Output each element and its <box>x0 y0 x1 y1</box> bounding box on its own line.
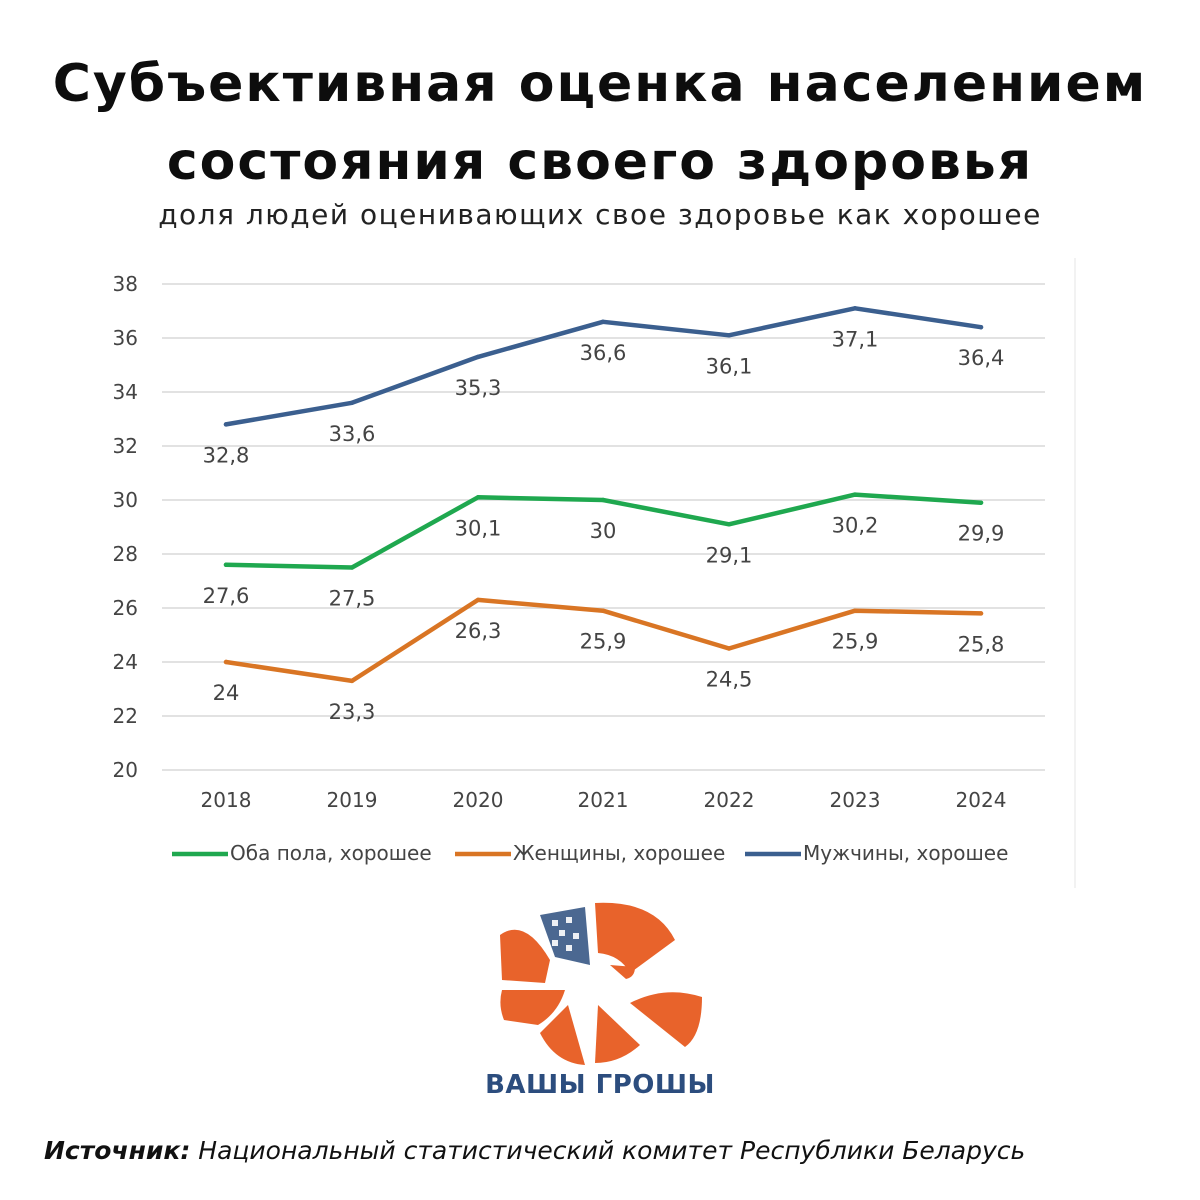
data-point <box>349 400 355 405</box>
x-tick-label: 2024 <box>956 788 1007 812</box>
data-label: 33,6 <box>329 422 376 446</box>
data-label: 37,1 <box>832 327 879 351</box>
data-point <box>852 306 858 311</box>
data-point <box>978 500 984 505</box>
y-tick-label: 24 <box>113 650 138 674</box>
data-label: 23,3 <box>329 700 376 724</box>
data-label: 36,6 <box>580 341 627 365</box>
y-tick-label: 36 <box>113 326 138 350</box>
series-line <box>223 306 984 427</box>
chart-subtitle: доля людей оценивающих свое здоровье как… <box>158 198 1042 231</box>
data-label: 30 <box>590 519 617 543</box>
data-label: 27,5 <box>329 587 376 611</box>
logo-orange-segments-icon <box>500 902 702 1065</box>
data-point <box>978 611 984 616</box>
data-label: 36,4 <box>958 346 1005 370</box>
data-point <box>349 565 355 570</box>
data-label: 25,9 <box>580 630 627 654</box>
data-point <box>600 319 606 324</box>
data-label: 27,6 <box>203 584 250 608</box>
data-point <box>852 492 858 497</box>
data-point <box>852 608 858 613</box>
data-label: 30,2 <box>832 514 879 538</box>
data-label: 24,5 <box>706 668 753 692</box>
data-label: 36,1 <box>706 354 753 378</box>
source-label: Источник: <box>44 1136 191 1165</box>
x-tick-label: 2021 <box>578 788 629 812</box>
data-label: 25,8 <box>958 632 1005 656</box>
data-point <box>978 325 984 330</box>
x-tick-label: 2020 <box>453 788 504 812</box>
y-tick-label: 38 <box>113 272 138 296</box>
data-point <box>223 562 229 567</box>
x-tick-label: 2018 <box>201 788 252 812</box>
data-label: 24 <box>213 681 240 705</box>
x-tick-label: 2019 <box>327 788 378 812</box>
y-tick-label: 32 <box>113 434 138 458</box>
data-point <box>475 495 481 500</box>
y-tick-label: 26 <box>113 596 138 620</box>
data-label: 30,1 <box>455 516 502 540</box>
logo-text: ВАШЫ ГРОШЫ <box>485 1070 715 1100</box>
data-point <box>600 608 606 613</box>
chart-title-line-2: состояния своего здоровья <box>166 132 1034 192</box>
data-label: 32,8 <box>203 443 250 467</box>
data-point <box>726 522 732 527</box>
legend-label: Женщины, хорошее <box>513 841 725 865</box>
data-point <box>726 333 732 338</box>
legend-label: Мужчины, хорошее <box>803 841 1008 865</box>
data-point <box>475 597 481 603</box>
data-label: 35,3 <box>455 376 502 400</box>
y-tick-label: 22 <box>113 704 138 728</box>
data-label: 26,3 <box>455 619 502 643</box>
source-text: Национальный статистический комитет Респ… <box>190 1136 1026 1165</box>
x-tick-label: 2022 <box>704 788 755 812</box>
source-note: Источник: Национальный статистический ко… <box>44 1136 1025 1165</box>
x-tick-label: 2023 <box>830 788 881 812</box>
data-point <box>349 678 355 684</box>
y-tick-label: 20 <box>113 758 138 782</box>
data-point <box>475 354 481 360</box>
legend-label: Оба пола, хорошее <box>230 841 432 865</box>
chart-title-line-1: Субъективная оценка населением <box>52 54 1148 114</box>
data-point <box>223 422 229 427</box>
data-label: 25,9 <box>832 630 879 654</box>
data-label: 29,9 <box>958 522 1005 546</box>
data-point <box>600 497 606 503</box>
data-label: 29,1 <box>706 543 753 567</box>
data-point <box>726 646 732 651</box>
y-tick-label: 34 <box>113 380 138 404</box>
y-tick-label: 30 <box>113 488 138 512</box>
data-point <box>223 659 229 665</box>
logo <box>440 895 760 1110</box>
y-tick-label: 28 <box>113 542 138 566</box>
